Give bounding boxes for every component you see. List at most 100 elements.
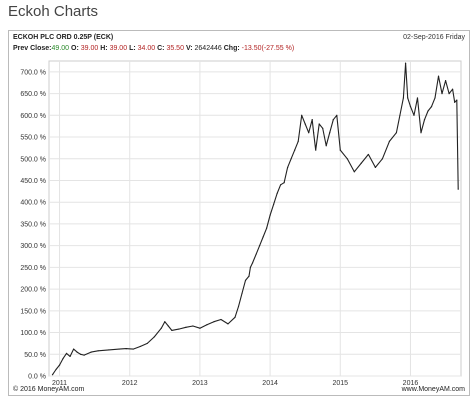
data-point bbox=[118, 348, 120, 350]
data-point bbox=[297, 140, 299, 142]
data-point bbox=[430, 106, 433, 108]
data-point bbox=[69, 355, 71, 358]
change-value: -13.50(-27.55 %) bbox=[241, 45, 295, 52]
data-point bbox=[164, 321, 166, 323]
data-point bbox=[65, 352, 68, 355]
data-point bbox=[434, 97, 436, 99]
x-tick-label: 2016 bbox=[403, 380, 419, 387]
y-tick-label: 0.0 % bbox=[28, 374, 46, 381]
data-point bbox=[423, 119, 426, 121]
data-point bbox=[454, 101, 456, 103]
y-tick-label: 300.0 % bbox=[20, 243, 46, 250]
copyright: © 2016 MoneyAM.com bbox=[13, 386, 85, 393]
data-point bbox=[308, 132, 310, 134]
quote-line: Prev Close:49.00 O: 39.00 H: 39.00 L: 34… bbox=[13, 45, 294, 52]
data-point bbox=[311, 119, 313, 121]
site-link[interactable]: www.MoneyAM.com bbox=[401, 386, 465, 393]
data-point bbox=[185, 326, 187, 328]
data-point bbox=[251, 262, 254, 264]
data-point bbox=[199, 327, 201, 329]
data-point bbox=[280, 184, 282, 186]
data-point bbox=[294, 149, 296, 151]
data-point bbox=[395, 132, 398, 134]
x-tick-label: 2011 bbox=[52, 380, 67, 387]
x-tick-label: 2012 bbox=[122, 380, 138, 387]
chart-date: 02-Sep-2016 Friday bbox=[403, 34, 465, 41]
data-point bbox=[448, 92, 450, 95]
x-tick-label: 2013 bbox=[192, 380, 208, 387]
data-point bbox=[276, 192, 278, 195]
prev-close-label: Prev Close: bbox=[13, 45, 52, 52]
data-point bbox=[420, 132, 422, 134]
data-point bbox=[62, 358, 64, 360]
data-point bbox=[322, 127, 324, 129]
data-point bbox=[339, 149, 341, 151]
data-point bbox=[287, 166, 289, 169]
data-point bbox=[227, 323, 229, 325]
y-tick-label: 350.0 % bbox=[20, 221, 46, 228]
data-point bbox=[153, 336, 155, 338]
data-point bbox=[244, 279, 247, 282]
volume-label: V: bbox=[185, 45, 193, 52]
data-point bbox=[76, 351, 78, 353]
data-point bbox=[332, 119, 334, 121]
data-point bbox=[108, 349, 110, 351]
high-label: H: bbox=[100, 45, 108, 52]
data-point bbox=[301, 114, 303, 116]
data-point bbox=[374, 166, 376, 169]
data-point bbox=[125, 348, 127, 350]
y-tick-label: 50.0 % bbox=[24, 352, 46, 359]
high-value: 39.00 bbox=[109, 45, 128, 52]
data-point bbox=[97, 350, 99, 352]
data-point bbox=[146, 342, 148, 345]
data-point bbox=[90, 351, 92, 353]
data-point bbox=[167, 325, 169, 327]
data-point bbox=[72, 348, 75, 350]
data-point bbox=[346, 158, 348, 160]
y-tick-label: 700.0 % bbox=[20, 69, 46, 76]
plot-area bbox=[48, 60, 462, 377]
data-point bbox=[192, 325, 194, 327]
data-point bbox=[178, 328, 180, 330]
data-point bbox=[249, 266, 252, 268]
data-point bbox=[451, 88, 454, 90]
y-tick-label: 450.0 % bbox=[20, 178, 46, 185]
data-point bbox=[457, 188, 459, 190]
y-tick-label: 400.0 % bbox=[20, 200, 46, 207]
prev-close-value: 49.00 bbox=[51, 45, 70, 52]
data-point bbox=[51, 374, 54, 376]
data-point bbox=[269, 214, 271, 216]
y-tick-label: 600.0 % bbox=[20, 113, 46, 120]
x-tick-label: 2015 bbox=[332, 380, 348, 387]
y-tick-label: 550.0 % bbox=[20, 135, 46, 142]
change-label: Chg: bbox=[223, 45, 240, 52]
y-tick-label: 650.0 % bbox=[20, 91, 46, 98]
series-line bbox=[52, 62, 459, 376]
price-chart: 0.0 % 50.0 % 100.0 % 150.0 % 200.0 % 250.0 % 3… bbox=[20, 60, 462, 387]
data-point bbox=[237, 305, 240, 308]
data-point bbox=[381, 158, 383, 160]
data-point bbox=[171, 329, 173, 331]
open-value: 39.00 bbox=[80, 45, 99, 52]
data-point bbox=[160, 327, 162, 329]
close-label: C: bbox=[157, 45, 165, 52]
data-point bbox=[336, 114, 338, 116]
open-label: O: bbox=[71, 45, 79, 52]
data-point bbox=[318, 123, 320, 125]
y-tick-label: 250.0 % bbox=[20, 265, 46, 272]
page-title: Eckoh Charts bbox=[8, 3, 99, 20]
data-point bbox=[220, 318, 222, 321]
data-point bbox=[402, 97, 405, 99]
data-point bbox=[248, 275, 250, 277]
data-point bbox=[413, 114, 415, 116]
instrument-name: ECKOH PLC ORD 0.25P (ECK) bbox=[13, 34, 114, 41]
y-tick-label: 200.0 % bbox=[20, 287, 46, 294]
close-value: 35.50 bbox=[166, 45, 184, 52]
data-point bbox=[416, 97, 419, 99]
y-tick-label: 100.0 % bbox=[20, 330, 46, 337]
data-point bbox=[83, 354, 85, 356]
data-point bbox=[265, 227, 268, 229]
data-point bbox=[241, 292, 243, 295]
data-point bbox=[409, 106, 412, 108]
data-point bbox=[388, 140, 391, 142]
